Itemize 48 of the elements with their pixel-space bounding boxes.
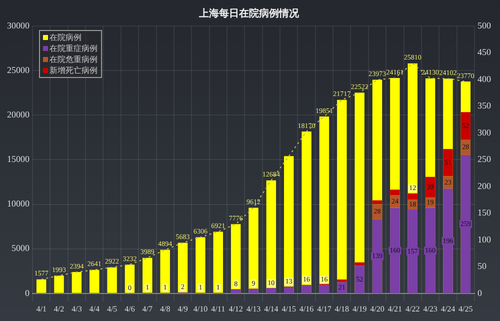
legend-label: 新增死亡病例	[48, 65, 98, 76]
x-tick-label: 4/9	[178, 304, 188, 314]
x-tick-label: 4/17	[317, 304, 332, 314]
x-tick-label: 4/14	[264, 304, 278, 314]
x-tick-label: 4/18	[334, 304, 350, 314]
legend-label: 在院危重病例	[48, 54, 98, 65]
x-tick-label: 4/22	[406, 304, 420, 314]
chart-title: 上海每日在院病例情况	[198, 8, 300, 20]
x-tick-label: 4/19	[352, 304, 367, 314]
x-tick-label: 4/10	[193, 304, 208, 314]
legend-label: 在院重症病例	[48, 43, 98, 54]
legend-label: 在院病例	[48, 32, 82, 43]
x-tick-label: 4/25	[458, 304, 473, 314]
y-tick-label: 25000	[7, 64, 30, 75]
x-tick-label: 4/24	[440, 304, 456, 314]
x-tick-label: 4/15	[282, 304, 296, 314]
x-tick-label: 4/16	[299, 304, 314, 314]
y2-tick-label: 50	[478, 261, 487, 272]
y-tick-label: 0	[25, 288, 30, 298]
x-tick-label: 4/6	[124, 304, 135, 314]
x-tick-label: 4/5	[106, 304, 118, 314]
x-tick-label: 4/12	[228, 304, 243, 314]
x-tick-label: 4/8	[160, 304, 170, 314]
x-tick-label: 4/13	[246, 304, 261, 314]
y2-tick-label: 150	[478, 208, 492, 218]
x-tick-label: 4/2	[54, 304, 64, 314]
y2-tick-label: 400	[478, 74, 492, 84]
x-tick-label: 4/1	[36, 304, 46, 314]
x-tick-label: 4/4	[89, 304, 100, 314]
y2-tick-label: 0	[478, 288, 482, 298]
y2-tick-label: 500	[478, 20, 492, 30]
x-tick-label: 4/11	[211, 304, 226, 314]
x-tick-label: 4/23	[423, 304, 438, 314]
y-tick-label: 10000	[7, 198, 30, 209]
x-tick-label: 4/20	[370, 304, 384, 314]
x-tick-label: 4/7	[142, 304, 153, 314]
y2-tick-label: 300	[478, 127, 492, 138]
y2-tick-label: 100	[478, 234, 492, 244]
y2-tick-label: 250	[478, 154, 492, 164]
y-tick-label: 5000	[12, 243, 30, 254]
y2-tick-label: 450	[478, 47, 492, 58]
y2-tick-label: 200	[478, 180, 492, 191]
x-tick-label: 4/3	[72, 304, 82, 314]
y2-tick-label: 350	[478, 100, 492, 111]
y-tick-label: 30000	[7, 20, 30, 30]
y-tick-label: 20000	[7, 109, 30, 120]
x-tick-label: 4/21	[388, 304, 402, 314]
y-tick-label: 15000	[7, 154, 30, 164]
